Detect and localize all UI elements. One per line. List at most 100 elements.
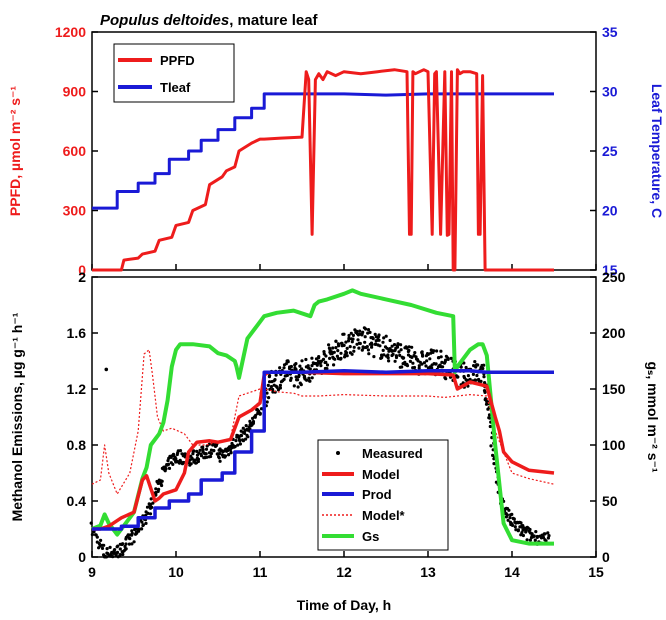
- measured-point: [207, 442, 211, 446]
- bottom-left-tick-label: 0.8: [67, 437, 87, 453]
- measured-point: [199, 454, 204, 458]
- measured-point: [446, 356, 450, 360]
- measured-point: [403, 360, 407, 364]
- measured-point: [149, 497, 153, 501]
- measured-point: [350, 352, 354, 356]
- measured-point: [439, 355, 443, 359]
- measured-point: [400, 365, 404, 369]
- measured-point: [399, 348, 403, 352]
- measured-point: [238, 442, 242, 446]
- measured-point: [307, 376, 311, 380]
- measured-point: [342, 343, 346, 347]
- measured-point: [410, 355, 414, 359]
- measured-point: [513, 525, 517, 529]
- top-left-tick-label: 0: [78, 262, 86, 278]
- measured-point: [348, 345, 352, 349]
- legend-prod-label: Prod: [362, 487, 392, 502]
- measured-point: [223, 454, 228, 458]
- measured-point: [108, 545, 112, 550]
- measured-point: [144, 521, 148, 526]
- measured-point: [434, 362, 438, 366]
- measured-point: [437, 356, 441, 360]
- bottom-left-tick-label: 2: [78, 269, 86, 285]
- measured-point: [367, 352, 371, 356]
- measured-point: [141, 523, 145, 527]
- measured-point: [344, 340, 348, 344]
- measured-point: [401, 356, 405, 360]
- measured-point: [234, 439, 238, 443]
- measured-point: [410, 345, 414, 349]
- measured-point: [411, 361, 415, 365]
- measured-point: [282, 366, 286, 370]
- measured-point: [267, 375, 271, 379]
- measured-point: [530, 532, 534, 536]
- measured-point: [412, 365, 417, 370]
- measured-point: [488, 424, 492, 429]
- measured-point: [528, 527, 532, 532]
- measured-point: [268, 380, 272, 384]
- measured-point: [352, 349, 356, 353]
- measured-point: [327, 343, 331, 347]
- measured-point: [315, 363, 319, 367]
- measured-point: [229, 451, 233, 455]
- measured-point: [289, 376, 293, 380]
- measured-point: [121, 552, 125, 557]
- measured-point: [140, 527, 144, 531]
- title-species: Populus deltoides: [100, 12, 229, 29]
- measured-point: [115, 550, 120, 555]
- measured-point: [89, 521, 93, 525]
- measured-point: [209, 451, 213, 455]
- measured-point: [130, 542, 134, 546]
- measured-point: [226, 453, 231, 457]
- measured-point: [420, 350, 424, 354]
- top-right-tick-label: 35: [602, 24, 618, 40]
- measured-point: [104, 367, 109, 372]
- measured-point: [533, 538, 537, 542]
- x-tick-label: 13: [420, 564, 436, 580]
- measured-point: [444, 358, 448, 362]
- measured-point: [335, 354, 339, 358]
- measured-point: [175, 452, 179, 457]
- measured-point: [339, 356, 343, 360]
- measured-point: [435, 349, 439, 353]
- measured-point: [390, 344, 394, 348]
- x-tick-label: 15: [588, 564, 604, 580]
- measured-point: [507, 508, 511, 512]
- measured-point: [426, 352, 430, 356]
- x-tick-label: 12: [336, 564, 352, 580]
- measured-point: [201, 445, 205, 449]
- measured-point: [201, 448, 205, 452]
- measured-point: [212, 449, 216, 453]
- measured-point: [514, 528, 518, 532]
- measured-point: [104, 555, 109, 559]
- measured-point: [356, 338, 360, 342]
- measured-point: [274, 373, 278, 377]
- measured-point: [241, 439, 245, 443]
- measured-point: [118, 547, 122, 551]
- measured-point: [483, 381, 487, 385]
- measured-point: [510, 523, 515, 528]
- measured-point: [332, 363, 336, 367]
- measured-point: [546, 531, 550, 535]
- measured-point: [378, 344, 382, 348]
- measured-point: [489, 444, 493, 448]
- measured-point: [475, 373, 479, 378]
- measured-point: [325, 363, 330, 367]
- measured-point: [319, 364, 323, 368]
- measured-point: [233, 444, 237, 449]
- measured-point: [130, 529, 134, 533]
- measured-point: [285, 373, 289, 377]
- measured-point: [468, 377, 472, 381]
- measured-point: [271, 390, 275, 394]
- measured-point: [111, 555, 115, 559]
- measured-point: [115, 545, 119, 549]
- measured-point: [345, 354, 349, 358]
- measured-point: [337, 344, 341, 348]
- bottom-right-tick-label: 250: [602, 269, 626, 285]
- measured-point: [345, 346, 349, 350]
- measured-point: [304, 357, 308, 362]
- measured-point: [332, 356, 336, 361]
- measured-point: [363, 340, 367, 344]
- measured-point: [294, 367, 298, 372]
- measured-point: [308, 367, 312, 371]
